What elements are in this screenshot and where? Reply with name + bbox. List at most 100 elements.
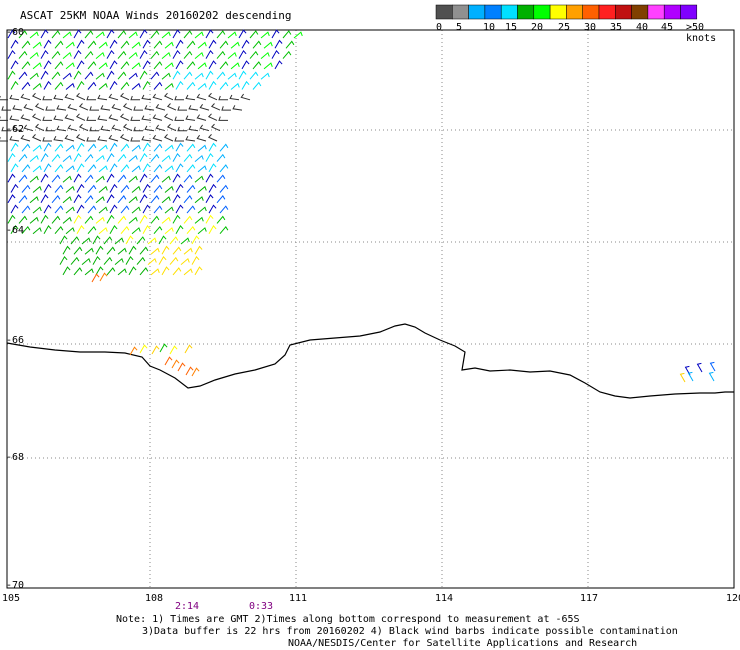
wind-barb — [191, 367, 200, 377]
map-grid — [7, 30, 734, 588]
wind-barb — [186, 81, 196, 90]
wind-barb — [174, 137, 184, 142]
wind-barb — [87, 61, 97, 70]
wind-barb — [65, 41, 75, 49]
colorbar-swatch — [615, 4, 632, 20]
wind-barb — [197, 144, 207, 152]
wind-barb — [43, 60, 52, 70]
wind-barb — [169, 256, 179, 265]
wind-barb — [117, 195, 127, 204]
wind-barb — [76, 39, 85, 49]
colorbar-label: 35 — [610, 22, 623, 33]
wind-barb — [208, 142, 217, 152]
wind-barb — [164, 144, 174, 152]
wind-barb — [40, 194, 49, 204]
wind-barb — [216, 215, 226, 224]
wind-barb — [99, 272, 108, 282]
latitude-label: -70 — [6, 580, 25, 591]
wind-barb — [175, 183, 184, 193]
wind-barb — [161, 245, 170, 255]
wind-barb — [186, 40, 196, 49]
wind-barb — [219, 184, 229, 193]
wind-barb — [152, 134, 163, 142]
wind-barb — [125, 235, 134, 245]
wind-barb — [159, 343, 168, 353]
wind-barb — [31, 92, 42, 101]
wind-barb — [0, 116, 8, 121]
wind-barb — [147, 257, 157, 265]
wind-barb — [73, 49, 82, 59]
wind-barb — [120, 225, 130, 235]
wind-barb — [128, 196, 138, 204]
wind-barb — [40, 49, 49, 59]
wind-barb — [97, 115, 108, 121]
wind-barb — [177, 106, 187, 111]
wind-barb — [40, 152, 49, 162]
wind-barb — [43, 163, 52, 173]
wind-barb — [95, 266, 104, 276]
wind-barb — [208, 163, 217, 173]
wind-barb — [120, 61, 130, 70]
wind-barb — [153, 184, 163, 193]
wind-barb — [117, 153, 127, 162]
wind-barb — [158, 235, 167, 245]
wind-barb — [106, 70, 115, 80]
wind-barb — [51, 50, 61, 59]
wind-barb — [42, 137, 52, 142]
wind-barb — [271, 29, 280, 39]
colorbar-label: 25 — [558, 22, 571, 33]
wind-barb — [208, 204, 217, 214]
wind-barb — [7, 29, 16, 39]
colorbar-swatch — [680, 4, 698, 20]
colorbar-swatch — [452, 4, 469, 20]
wind-barb — [62, 51, 72, 59]
wind-barb — [119, 92, 130, 101]
wind-barb — [73, 214, 82, 224]
wind-barb — [216, 174, 226, 183]
wind-barb — [34, 103, 45, 111]
wind-barb — [84, 50, 94, 59]
wind-barb — [172, 194, 181, 204]
time-label-2: 0:33 — [249, 601, 274, 612]
wind-barb — [218, 116, 228, 121]
colorbar-swatch — [468, 4, 486, 20]
wind-barb — [150, 30, 160, 39]
wind-barb — [128, 245, 137, 255]
wind-barb — [119, 134, 130, 142]
wind-barb — [128, 31, 138, 39]
wind-barb — [42, 95, 52, 101]
wind-barb — [119, 113, 130, 121]
wind-barb — [282, 50, 292, 59]
wind-barb — [144, 105, 155, 111]
wind-barb — [153, 225, 163, 235]
wind-barb — [177, 362, 186, 372]
wind-barb — [51, 71, 61, 80]
wind-barb — [205, 49, 214, 59]
colorbar-swatch — [533, 4, 551, 20]
wind-barb — [117, 215, 127, 224]
wind-barb — [142, 183, 151, 193]
wind-barb — [86, 116, 96, 121]
wind-barb — [183, 30, 193, 39]
wind-barb — [128, 175, 138, 183]
wind-barb — [180, 257, 190, 265]
wind-barb — [43, 80, 52, 90]
wind-barb — [230, 82, 240, 90]
wind-barb — [130, 95, 140, 101]
wind-barb — [87, 143, 97, 152]
colorbar-swatch — [484, 4, 502, 20]
wind-barb — [194, 154, 204, 162]
wind-barb — [684, 365, 691, 376]
wind-barb — [709, 361, 716, 372]
wind-barb — [219, 81, 229, 90]
wind-barb — [150, 195, 160, 204]
wind-barb — [263, 62, 273, 70]
wind-barb — [109, 142, 118, 152]
wind-barb — [687, 371, 694, 382]
wind-barb — [1, 126, 11, 132]
wind-barb — [84, 153, 94, 162]
wind-barb — [67, 104, 78, 111]
wind-barb — [136, 236, 146, 245]
wind-barb — [109, 225, 118, 234]
wind-barb — [133, 126, 143, 132]
